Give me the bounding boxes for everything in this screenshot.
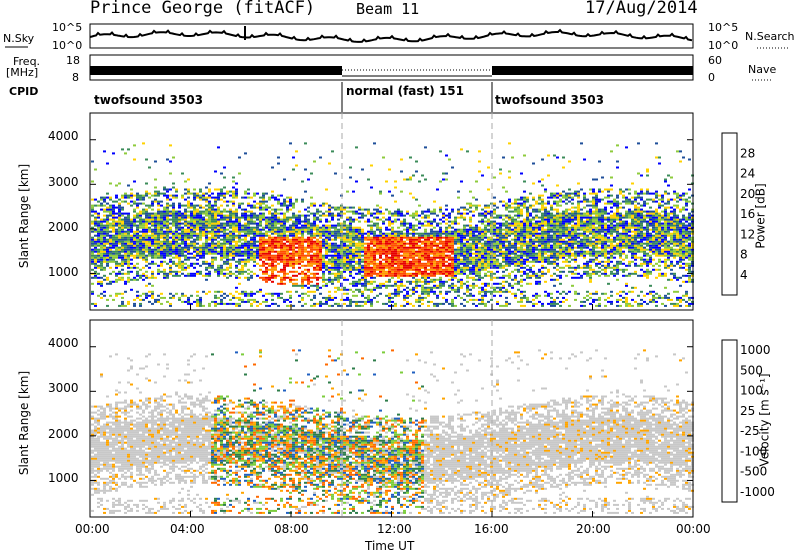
- xtick-20: 20:00: [576, 522, 611, 536]
- xtick-12: 12:00: [377, 522, 412, 536]
- noise-sky-line: [89, 28, 693, 43]
- beam-label: Beam 11: [356, 0, 420, 18]
- colorbar-tick: 8: [740, 248, 748, 262]
- colorbar-tick: 25: [740, 404, 755, 418]
- colorbar-tick: 500: [740, 363, 763, 377]
- nsearch-tick-top: 10^5: [708, 21, 739, 34]
- nave-tick-top: 60: [708, 54, 722, 67]
- freq-band-1: [90, 66, 342, 75]
- velocity-ytick-4000: 4000: [48, 336, 79, 350]
- velocity-ytick-2000: 2000: [48, 427, 79, 441]
- date-label: 17/Aug/2014: [585, 0, 698, 18]
- nsearch-tick-bottom: 10^0: [708, 39, 739, 52]
- xtick-04: 04:00: [170, 522, 205, 536]
- cpid-label: CPID: [9, 85, 39, 98]
- colorbar-tick: 1000: [740, 343, 771, 357]
- colorbar-tick: 16: [740, 207, 755, 221]
- colorbar-tick: 20: [740, 187, 755, 201]
- colorbar-tick: 100: [740, 384, 763, 398]
- power-ytick-2000: 2000: [48, 220, 79, 234]
- nsearch-label: N.Search: [745, 30, 795, 43]
- colorbar-tick: -25: [740, 424, 760, 438]
- colorbar-tick: 4: [740, 268, 748, 282]
- colorbar-tick: 12: [740, 227, 755, 241]
- nsky-label: N.Sky: [3, 32, 35, 45]
- xaxis-label: Time UT: [365, 539, 415, 553]
- power-ytick-1000: 1000: [48, 265, 79, 279]
- cpid-segment-2: normal (fast) 151: [346, 84, 464, 98]
- colorbar-tick: 24: [740, 167, 755, 181]
- freq-unit: [MHz]: [6, 66, 39, 79]
- nave-tick-bottom: 0: [708, 71, 715, 84]
- xtick-00: 00:00: [75, 522, 110, 536]
- freq-label: Freq.: [13, 55, 41, 68]
- colorbar-frame: [721, 132, 738, 296]
- power-ytick-4000: 4000: [48, 129, 79, 143]
- power-cells: [91, 142, 694, 307]
- velocity-ytick-1000: 1000: [48, 471, 79, 485]
- cpid-segment-1: twofsound 3503: [94, 93, 203, 107]
- colorbar-frame: [721, 339, 738, 503]
- velocity-cells: [91, 349, 694, 514]
- colorbar-tick: -100: [740, 444, 767, 458]
- nsky-tick-top: 10^5: [52, 21, 83, 34]
- power-ytick-3000: 3000: [48, 175, 79, 189]
- colorbar-tick: -1000: [740, 485, 775, 499]
- cpid-segment-3: twofsound 3503: [495, 93, 604, 107]
- xtick-08: 08:00: [274, 522, 309, 536]
- xtick-16: 16:00: [474, 522, 509, 536]
- nave-label: Nave: [748, 63, 777, 76]
- xtick-24: 00:00: [676, 522, 711, 536]
- colorbar-tick: 28: [740, 146, 755, 160]
- freq-tick-top: 18: [66, 54, 80, 67]
- plot-title: Prince George (fitACF): [90, 0, 316, 18]
- velocity-ytick-3000: 3000: [48, 381, 79, 395]
- colorbar-tick: -500: [740, 465, 767, 479]
- nsky-tick-bottom: 10^0: [52, 39, 83, 52]
- freq-tick-bottom: 8: [72, 71, 79, 84]
- freq-band-3: [492, 66, 693, 75]
